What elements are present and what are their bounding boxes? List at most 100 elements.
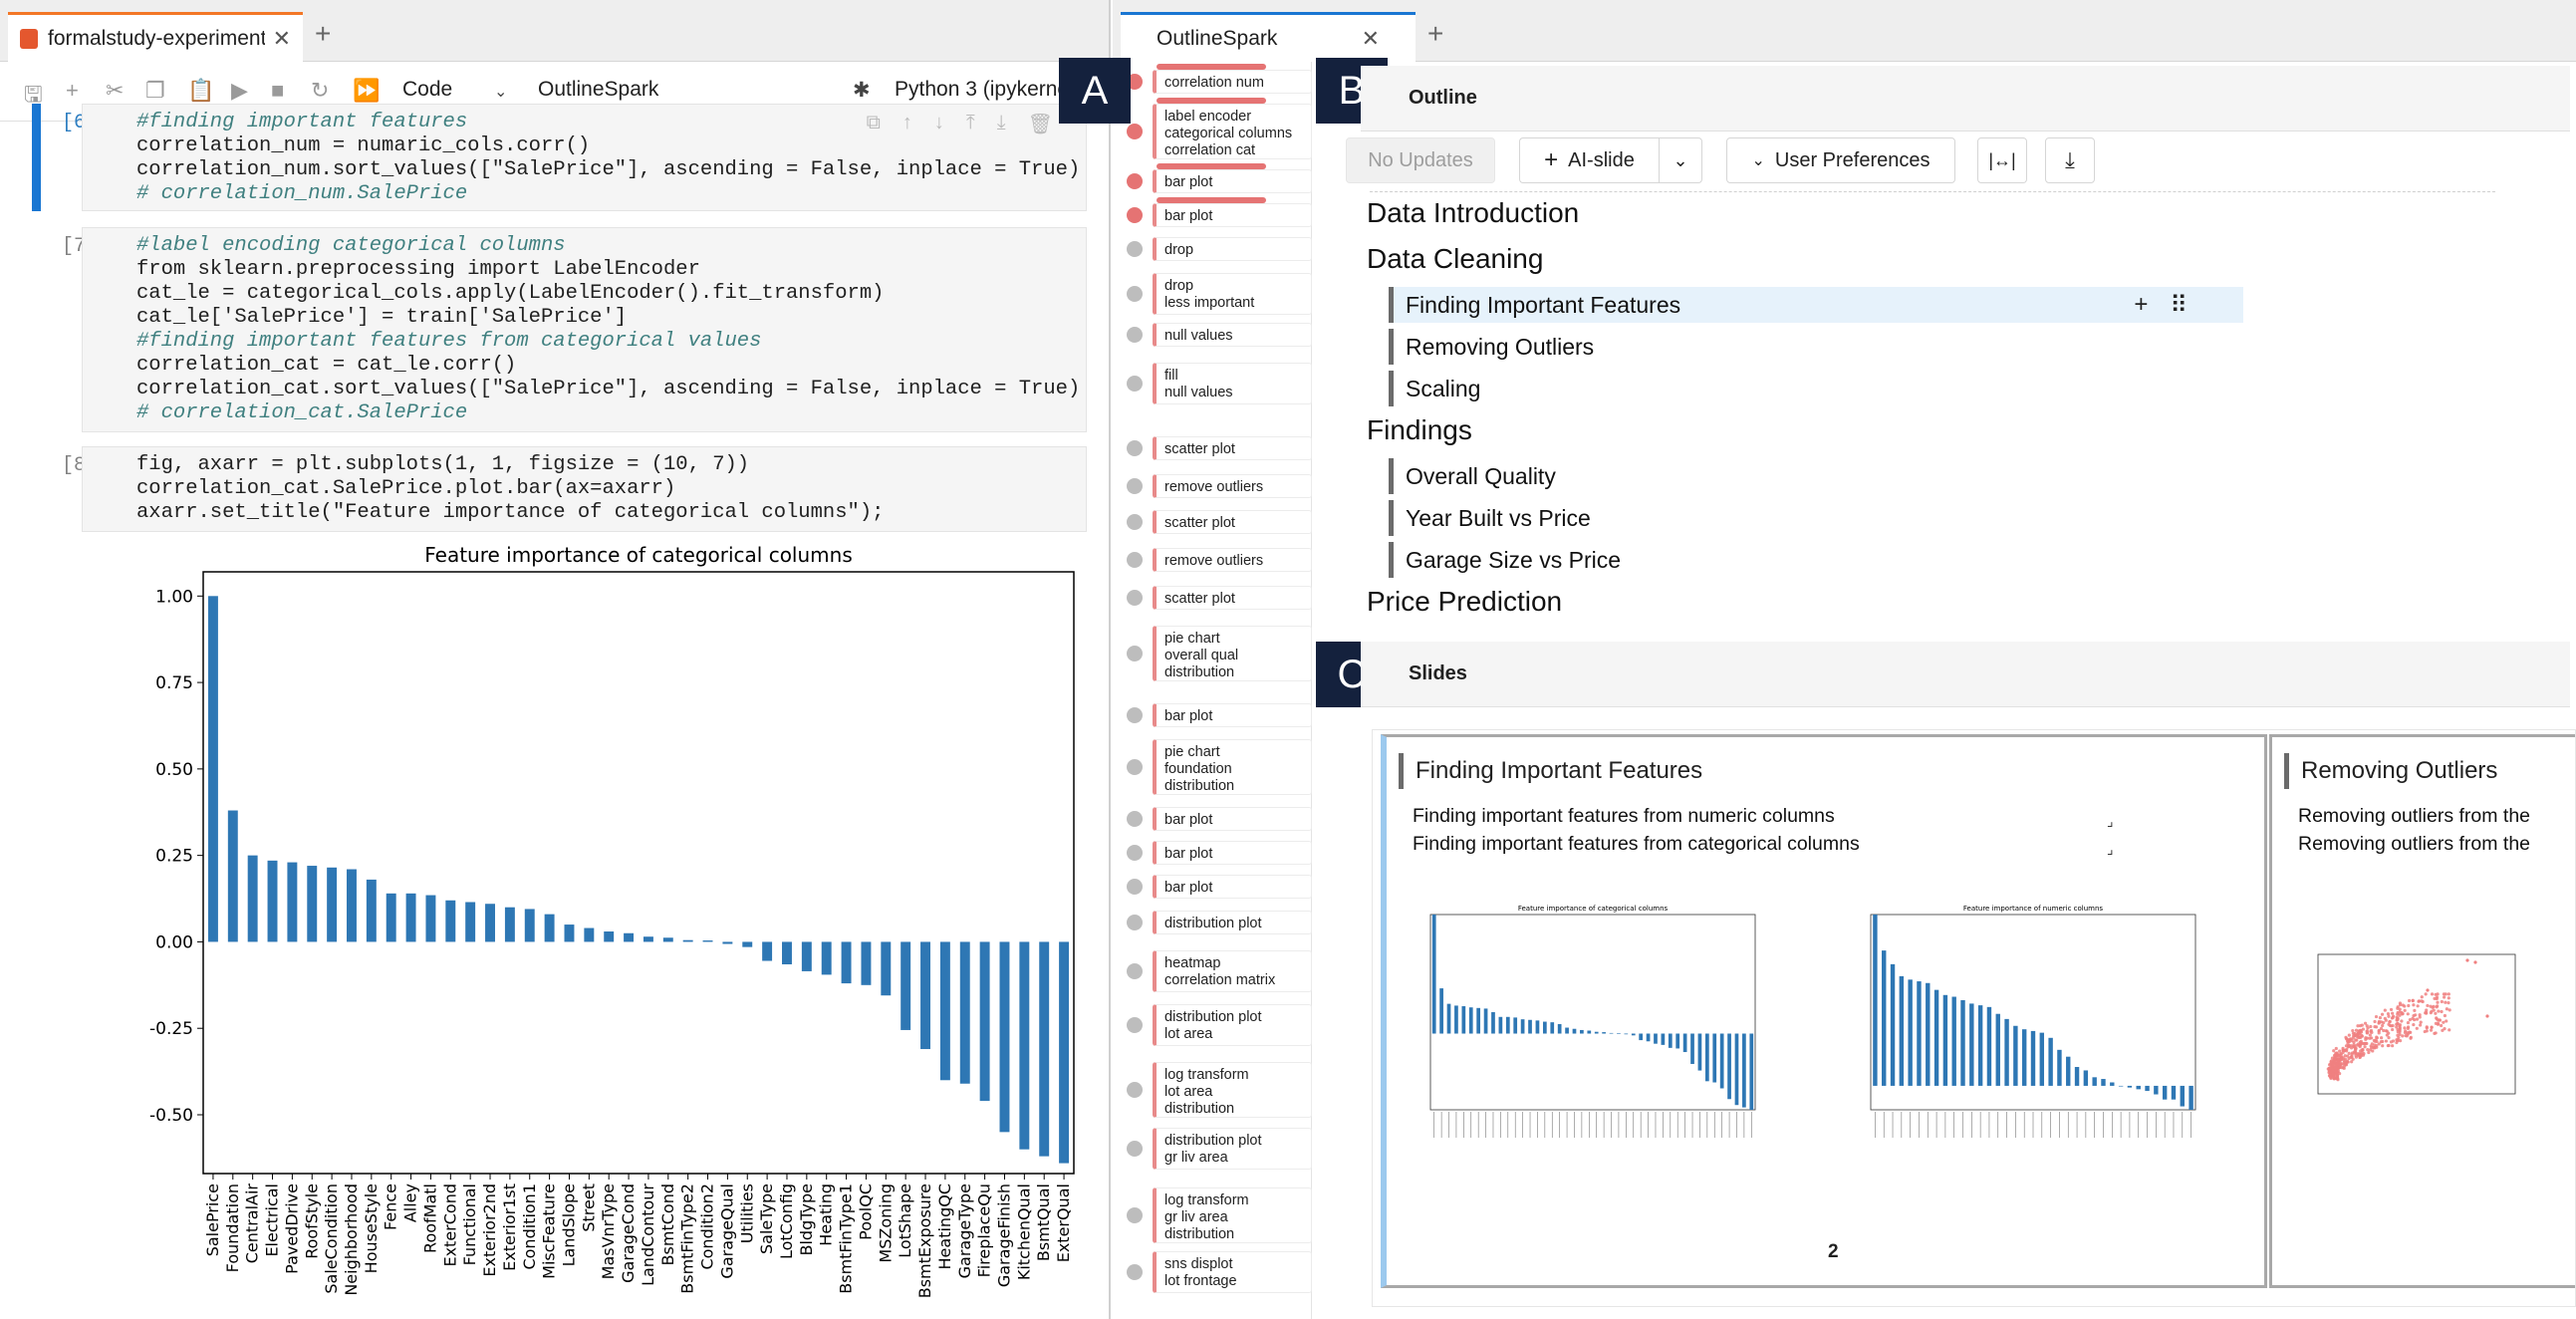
insert-cell-icon[interactable]: + [66, 78, 79, 103]
cell-list-item[interactable]: remove outliers [1117, 548, 1312, 572]
download-button[interactable]: ⤓ [2045, 137, 2095, 183]
delete-cell-icon[interactable]: 🗑 [1027, 114, 1053, 135]
restart-icon[interactable]: ↻ [311, 78, 330, 103]
cell-list-item[interactable]: remove outliers [1117, 474, 1312, 498]
scatter-point [2336, 1057, 2340, 1061]
cell-list-item[interactable]: scatter plot [1117, 436, 1312, 460]
resize-handle-icon[interactable]: ⌟ [2107, 841, 2114, 857]
x-tick-label: BldgType [797, 1184, 816, 1255]
new-tab-icon[interactable]: + [315, 18, 332, 49]
outlinespark-toolbar-label[interactable]: OutlineSpark [538, 78, 659, 101]
chevron-down-icon[interactable]: ⌄ [494, 84, 508, 101]
new-tab-icon[interactable]: + [1427, 18, 1444, 49]
code-editor[interactable]: #label encoding categorical columns from… [82, 227, 1087, 432]
cell-list-item[interactable]: distribution plot [1117, 911, 1312, 934]
cell-list-item[interactable]: heatmap correlation matrix [1117, 950, 1312, 992]
cell-list-item[interactable]: bar plot [1117, 841, 1312, 865]
scatter-point [2386, 1012, 2391, 1016]
code-cell-7[interactable]: [7]: #label encoding categorical columns… [0, 227, 1109, 432]
scatter-point [2365, 1029, 2369, 1033]
thumb-bar [1749, 1033, 1754, 1110]
outline-subsection[interactable]: Garage Size vs Price [1389, 542, 1621, 578]
outline-section[interactable]: Findings [1367, 414, 1472, 445]
run-all-icon[interactable]: ⏩ [353, 78, 381, 103]
outline-subsection[interactable]: Year Built vs Price [1389, 500, 1591, 536]
debugger-icon[interactable]: ✱ [853, 79, 871, 102]
cell-list-item[interactable]: null values [1117, 323, 1312, 347]
ai-slide-dropdown[interactable]: ⌄ [1659, 137, 1702, 183]
outline-subsection[interactable]: Finding Important Features + ⠿ [1389, 287, 2243, 323]
cell-list-item[interactable]: distribution plot lot area [1117, 1004, 1312, 1046]
notebook-tab[interactable]: formalstudy-experiment-hc ✕ [8, 12, 303, 62]
scatter-point [2354, 1028, 2359, 1032]
save-icon[interactable]: 🖫 [24, 82, 43, 107]
outline-section[interactable]: Data Cleaning [1367, 243, 1544, 274]
move-up-icon[interactable]: ↑ [902, 112, 912, 133]
kernel-name[interactable]: Python 3 (ipykerne [895, 78, 1070, 101]
code-cell-8[interactable]: [8]: fig, axarr = plt.subplots(1, 1, fig… [0, 446, 1109, 532]
slide-removing-outliers[interactable]: Removing Outliers Removing outliers from… [2269, 734, 2575, 1288]
cell-list-item[interactable]: scatter plot [1117, 510, 1312, 534]
bar [939, 941, 950, 1081]
cell-list-item[interactable]: log transform gr liv area distribution [1117, 1187, 1312, 1243]
cell-list-item[interactable]: log transform lot area distribution [1117, 1062, 1312, 1118]
slide-scatter-plot[interactable] [2288, 944, 2527, 1124]
outline-section[interactable]: Price Prediction [1367, 586, 1563, 617]
cell-list-item[interactable]: label encoder categorical columns correl… [1117, 98, 1312, 159]
cell-list-item[interactable]: bar plot [1117, 807, 1312, 831]
thumb-bar [1742, 1033, 1746, 1108]
cell-list-item[interactable]: sns displot lot frontage [1117, 1251, 1312, 1293]
paste-icon[interactable]: 📋 [187, 78, 215, 103]
close-tab-icon[interactable]: ✕ [272, 25, 291, 51]
cell-list-item[interactable]: distribution plot gr liv area [1117, 1128, 1312, 1170]
scatter-point [2365, 1041, 2369, 1046]
outline-section[interactable]: Data Introduction [1367, 197, 1580, 228]
resize-handle-icon[interactable]: ⌟ [2107, 813, 2114, 829]
code-editor[interactable]: fig, axarr = plt.subplots(1, 1, figsize … [82, 446, 1087, 532]
outline-subsection-label: Year Built vs Price [1406, 504, 1591, 531]
x-tick-label: CentralAir [243, 1184, 262, 1264]
ai-slide-button[interactable]: + AI-slide [1519, 137, 1659, 183]
cell-list-item[interactable]: pie chart overall qual distribution [1117, 626, 1312, 681]
cell-list-item[interactable]: bar plot [1117, 197, 1312, 227]
outline-subsection[interactable]: Overall Quality [1389, 458, 1556, 494]
cell-list-item[interactable]: drop [1117, 237, 1312, 261]
cell-list-item[interactable]: bar plot [1117, 163, 1312, 193]
bar [386, 893, 396, 942]
scatter-point [2341, 1046, 2345, 1050]
user-preferences-button[interactable]: ⌄ User Preferences [1726, 137, 1955, 183]
copy-icon[interactable]: ❐ [145, 78, 165, 103]
move-down-icon[interactable]: ↓ [933, 112, 944, 133]
cell-type-select[interactable]: Code [402, 78, 453, 101]
fit-width-button[interactable]: |↔| [1977, 137, 2027, 183]
cell-list-item[interactable]: bar plot [1117, 703, 1312, 727]
code-editor[interactable]: #finding important features correlation_… [82, 104, 1087, 211]
duplicate-cell-icon[interactable]: ⧉ [866, 112, 881, 133]
cell-list-item[interactable]: drop less important [1117, 273, 1312, 315]
close-tab-icon[interactable]: ✕ [1361, 25, 1380, 51]
cell-list-item[interactable]: fill null values [1117, 363, 1312, 404]
cell-list-item[interactable]: bar plot [1117, 875, 1312, 899]
run-icon[interactable]: ▶ [231, 78, 248, 103]
cell-list-item[interactable]: correlation num [1117, 64, 1312, 94]
insert-below-icon[interactable]: ⤓ [996, 112, 1006, 133]
drag-handle-icon[interactable]: ⠿ [2170, 291, 2188, 319]
code-line: correlation_num = numaric_cols.corr() [136, 134, 591, 157]
outline-subsection[interactable]: Removing Outliers [1389, 329, 1594, 365]
cut-icon[interactable]: ✂ [106, 78, 125, 103]
outlinespark-tab[interactable]: OutlineSpark ✕ [1121, 12, 1416, 62]
thumb-bar [1439, 988, 1443, 1034]
slide-chart-numeric[interactable]: Feature importance of numeric columns [1845, 903, 2203, 1148]
scatter-point [2415, 1026, 2419, 1030]
scatter-point [2405, 1034, 2409, 1038]
insert-above-icon[interactable]: ⤒ [965, 112, 975, 133]
slide-chart-categorical[interactable]: Feature importance of categorical column… [1405, 903, 1763, 1148]
code-cell-6[interactable]: [6]: #finding important features correla… [0, 104, 1109, 211]
cell-list-item[interactable]: scatter plot [1117, 586, 1312, 610]
add-item-icon[interactable]: + [2134, 290, 2149, 318]
slide-finding-important-features[interactable]: Finding Important Features Finding impor… [1381, 734, 2267, 1288]
stop-icon[interactable]: ■ [271, 78, 285, 103]
no-updates-button[interactable]: No Updates [1346, 137, 1495, 183]
cell-list-item[interactable]: pie chart foundation distribution [1117, 739, 1312, 795]
outline-subsection[interactable]: Scaling [1389, 371, 1480, 406]
